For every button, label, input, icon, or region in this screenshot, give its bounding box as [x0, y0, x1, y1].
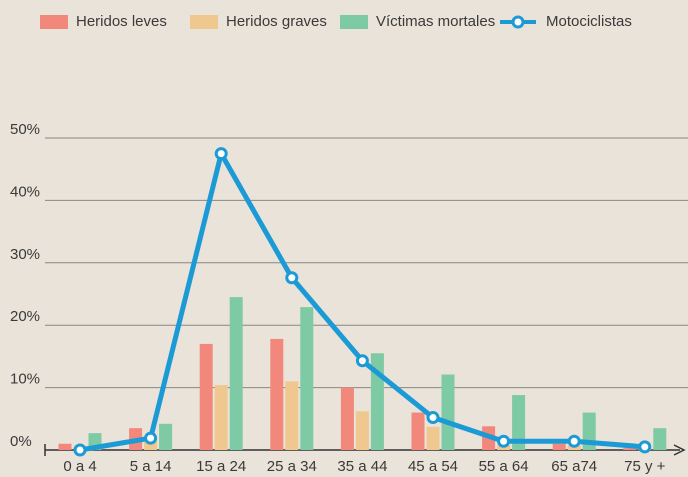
x-tick-label: 15 a 24 — [196, 458, 246, 475]
x-tick-label: 55 a 64 — [479, 458, 529, 475]
legend-label: Víctimas mortales — [376, 13, 495, 30]
x-tick-label: 45 a 54 — [408, 458, 458, 475]
bar — [623, 448, 637, 450]
line-marker — [497, 434, 511, 448]
bar — [340, 387, 354, 450]
x-tick-label: 25 a 34 — [267, 458, 317, 475]
legend-swatch — [190, 15, 218, 29]
y-tick-label: 40% — [10, 183, 40, 200]
x-axis-arrow — [673, 444, 686, 456]
bar — [199, 343, 213, 450]
bar — [159, 423, 173, 450]
x-tick-label: 65 a74 — [551, 458, 597, 475]
line-marker — [214, 147, 228, 161]
bar — [512, 395, 526, 450]
line-marker — [285, 271, 299, 285]
x-tick-label: 5 a 14 — [130, 458, 172, 475]
line-marker — [73, 443, 87, 457]
x-tick-label: 75 y + — [624, 458, 666, 475]
line-marker — [567, 434, 581, 448]
line — [79, 151, 645, 453]
line-marker — [638, 440, 652, 454]
line-marker — [144, 431, 158, 445]
bar — [411, 412, 425, 450]
legend-label: Motociclistas — [546, 13, 632, 30]
line-marker — [426, 411, 440, 425]
y-tick-label: 20% — [10, 308, 40, 325]
x-tick-label: 0 a 4 — [63, 458, 96, 475]
y-tick-label: 30% — [10, 246, 40, 263]
y-tick-label: 0% — [10, 433, 32, 450]
bar — [300, 307, 314, 450]
x-tick-label: 35 a 44 — [337, 458, 387, 475]
legend-swatch — [40, 15, 68, 29]
bar — [426, 426, 440, 450]
bar — [653, 428, 667, 450]
bar — [229, 297, 243, 450]
y-tick-label: 10% — [10, 371, 40, 388]
legend-swatch — [340, 15, 368, 29]
legend-label: Heridos graves — [226, 13, 327, 30]
bar — [214, 385, 228, 450]
bar — [285, 381, 299, 450]
bar — [58, 443, 72, 450]
legend-label: Heridos leves — [76, 13, 167, 30]
bar — [144, 440, 158, 450]
legend-marker — [511, 15, 525, 29]
bar — [552, 443, 566, 450]
bar — [441, 374, 455, 450]
bar — [270, 338, 284, 450]
line-marker — [355, 354, 369, 368]
y-tick-label: 50% — [10, 121, 40, 138]
bar — [355, 411, 369, 450]
